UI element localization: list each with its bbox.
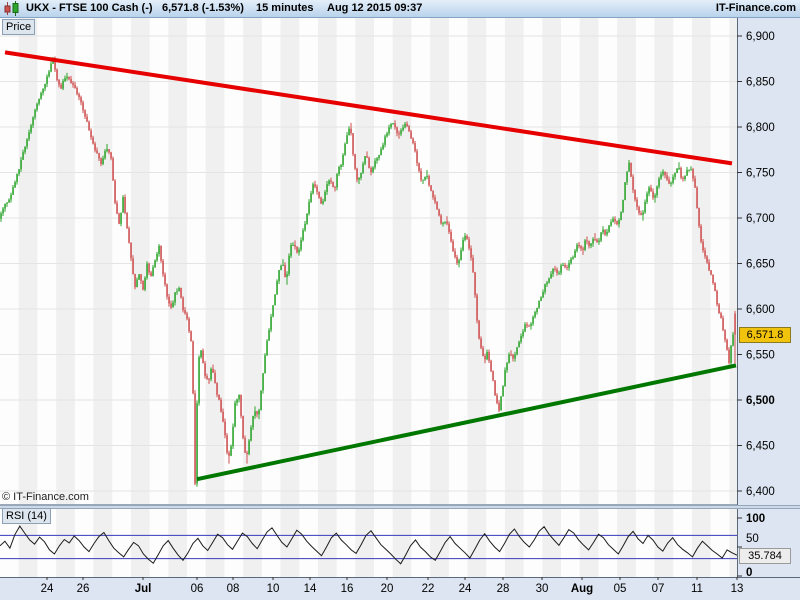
- x-tick-label: 06: [191, 583, 204, 595]
- x-tick-label: 13: [731, 583, 744, 595]
- price-tick-label: 6,900: [746, 31, 775, 43]
- price-tick-label: 6,400: [746, 486, 775, 498]
- tab-price[interactable]: Price: [2, 19, 36, 35]
- brand-label: IT-Finance.com: [715, 2, 796, 14]
- last-quote: 6,571.8 (-1.53%): [162, 2, 244, 14]
- copyright-label: © IT-Finance.com: [2, 491, 89, 503]
- x-tick-label: 10: [267, 583, 280, 595]
- price-tick-label: 6,800: [746, 122, 775, 134]
- rsi-tick-label: 50: [746, 533, 759, 545]
- candlestick-icon: [3, 1, 23, 16]
- x-tick-label: 30: [536, 583, 549, 595]
- x-tick-label: 22: [422, 583, 435, 595]
- x-tick-label: 14: [304, 583, 317, 595]
- timeframe-label: 15 minutes: [256, 2, 314, 14]
- price-tick-label: 6,550: [746, 350, 775, 362]
- x-tick-label: Aug: [571, 583, 593, 595]
- price-tick-label: 6,450: [746, 441, 775, 453]
- rsi-tick-label: 0: [746, 567, 752, 579]
- panel-splitter[interactable]: [0, 505, 800, 509]
- x-tick-label: 07: [652, 583, 665, 595]
- rsi-tick-label: 100: [746, 513, 765, 525]
- x-tick-label: 05: [614, 583, 627, 595]
- x-tick-label: 24: [41, 583, 54, 595]
- x-tick-label: 24: [459, 583, 472, 595]
- price-tick-label: 6,650: [746, 259, 775, 271]
- tab-rsi[interactable]: RSI (14): [2, 508, 51, 524]
- instrument-title: UKX - FTSE 100 Cash (-): [26, 2, 153, 14]
- price-tick-label: 6,700: [746, 213, 775, 225]
- rsi-value-box: 35.784: [739, 548, 791, 565]
- price-tick-label: 6,850: [746, 77, 775, 89]
- x-tick-label: 20: [381, 583, 394, 595]
- datetime-label: Aug 12 2015 09:37: [327, 2, 423, 14]
- last-price-box: 6,571.8: [739, 326, 791, 343]
- x-tick-label: 26: [77, 583, 90, 595]
- price-tick-label: 6,750: [746, 168, 775, 180]
- x-tick-label: 08: [227, 583, 240, 595]
- x-tick-label: 28: [497, 583, 510, 595]
- price-tick-label: 6,600: [746, 304, 775, 316]
- title-bar: UKX - FTSE 100 Cash (-) 6,571.8 (-1.53%)…: [0, 0, 800, 18]
- price-tick-label: 6,500: [746, 395, 775, 407]
- x-tick-label: Jul: [135, 583, 152, 595]
- x-tick-label: 11: [691, 583, 703, 595]
- x-tick-label: 16: [341, 583, 354, 595]
